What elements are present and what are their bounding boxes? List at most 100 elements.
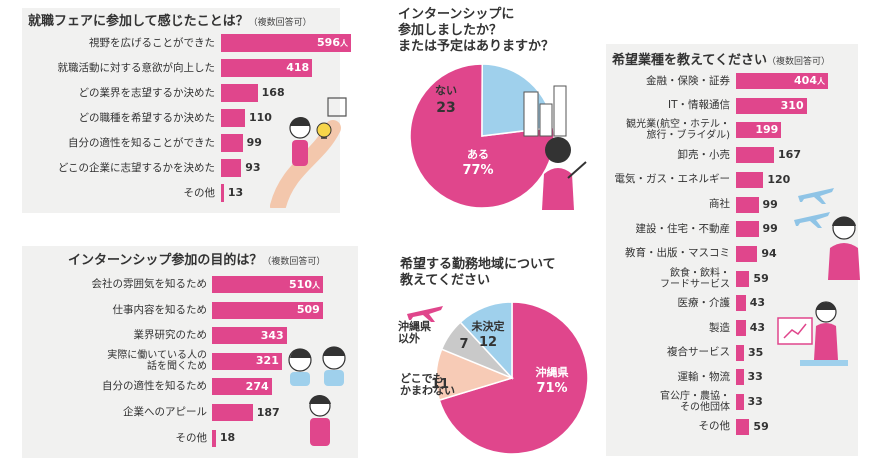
industry-category-label-line: 教育・出版・マスコミ (625, 247, 730, 260)
fair-value-label: 93 (245, 161, 260, 174)
purpose-value-number: 274 (245, 379, 269, 393)
industry-category-label: 運輸・物流 (678, 371, 731, 383)
industry-category-label-line: 卸売・小売 (677, 148, 731, 161)
fair-category-label-line: どこの企業に志望するかを決めた (57, 161, 215, 174)
participation-title-line: インターンシップに (398, 7, 515, 22)
industry-bar (736, 418, 750, 435)
region-slice-label: 未決定 (471, 319, 505, 333)
industry-value-number: 59 (753, 419, 769, 433)
region-title-line: 希望する勤務地域について (400, 257, 556, 272)
industry-value-number: 33 (747, 395, 763, 409)
fair-value-number: 596 (317, 36, 340, 49)
fair-category-label: どの職種を希望するか決めた (78, 111, 216, 124)
fair-value-label: 596人 (317, 36, 348, 49)
industry-bar (736, 320, 746, 336)
fair-category-label-line: 就職活動に対する意欲が向上した (57, 61, 216, 74)
participation-slice-label: ある (467, 148, 489, 161)
industry-category-label-line: 商社 (709, 198, 730, 210)
industry-category-label: 教育・出版・マスコミ (625, 248, 730, 259)
industry-bar (736, 97, 807, 114)
participation-title-line: 参加しましたか？ (398, 23, 503, 38)
fair-category-label: 視野を広げることができた (89, 37, 215, 49)
purpose-category-label-line: 業界研究のため (133, 329, 208, 342)
fair-value-number: 168 (261, 86, 285, 99)
industry-bar (736, 344, 744, 361)
industry-category-label: 卸売・小売 (677, 148, 731, 161)
fair-value-number: 418 (286, 61, 310, 74)
industry-category-label-line: 観光業(航空・ホテル・ (626, 119, 730, 131)
purpose-category-label-line: 自分の適性を知るため (102, 380, 207, 393)
region-slice-label: 以外 (398, 331, 420, 345)
fair-category-label: どの業界を志望するか決めた (79, 87, 216, 99)
industry-category-label-line: その他団体 (680, 402, 730, 414)
industry-value-number: 167 (778, 148, 801, 162)
purpose-bar (212, 378, 272, 396)
fair-category-label-line: どの職種を希望するか決めた (78, 111, 216, 124)
industry-value-number: 59 (753, 271, 769, 285)
student-lightbulb-illustration (270, 97, 347, 208)
industry-category-label-line: 電気・ガス・エネルギー (614, 173, 731, 186)
industry-value-label: 43 (750, 296, 765, 309)
industry-value-label: 404人 (794, 74, 825, 87)
purpose-category-label: 会社の雰囲気を知るため (92, 279, 208, 290)
industry-category-label: 電気・ガス・エネルギー (615, 174, 731, 185)
industry-bar (736, 196, 759, 213)
industry-value-number: 99 (762, 222, 778, 236)
fair-value-label: 418 (286, 61, 309, 74)
industry-category-label: その他 (699, 421, 731, 432)
participation-slice-value: 23 (436, 100, 455, 116)
region-slice-value: 7 (459, 337, 468, 352)
industry-category-label-line: 建設・住宅・不動産 (635, 222, 731, 235)
unit-label: 人 (817, 77, 825, 86)
purpose-title: インターンシップ参加の目的は？（複数回答可） (68, 253, 326, 268)
region-slice-label: どこでも (400, 372, 444, 385)
industry-value-number: 33 (747, 370, 763, 384)
industry-value-label: 35 (748, 346, 763, 359)
purpose-category-label: 自分の適性を知るため (102, 381, 207, 392)
industry-bar (736, 245, 758, 262)
industry-value-label: 33 (748, 395, 763, 408)
purpose-bar (212, 404, 253, 421)
purpose-value-label: 321 (256, 354, 279, 367)
participation-slice-label: ない (435, 84, 457, 97)
fair-bar (221, 159, 242, 177)
industry-value-label: 120 (767, 173, 790, 186)
fair-bar (221, 34, 351, 52)
participation-title: インターンシップに 参加しましたか？ または予定はありますか？ (398, 7, 554, 55)
industry-value-number: 43 (749, 296, 766, 310)
fair-bar (221, 84, 258, 102)
purpose-value-label: 510人 (289, 278, 320, 291)
region-slice-label: かまわない (400, 384, 455, 397)
industry-bar (736, 369, 744, 386)
industry-bar (736, 394, 744, 411)
industry-bar (736, 147, 775, 164)
industry-value-label: 33 (748, 370, 763, 383)
purpose-value-number: 509 (296, 303, 320, 317)
industry-value-number: 43 (749, 321, 766, 334)
purpose-value-number: 321 (255, 354, 279, 368)
industry-category-label: 金融・保険・証券 (646, 75, 730, 87)
fair-value-label: 13 (228, 186, 243, 199)
purpose-category-label: その他 (175, 431, 208, 444)
purpose-value-label: 18 (220, 431, 235, 444)
industry-value-label: 59 (753, 272, 768, 285)
industry-value-label: 94 (761, 247, 776, 260)
fair-value-label: 99 (247, 136, 262, 149)
fair-bar (221, 184, 224, 202)
region-title-line: 教えてください (400, 273, 490, 288)
purpose-category-label-line: 企業へのアピール (123, 406, 207, 418)
industry-category-label: 製造 (709, 322, 730, 334)
unit-label: 人 (340, 39, 348, 48)
purpose-category-label-line: 仕事内容を知るため (112, 303, 208, 316)
purpose-category-label-line: その他 (175, 431, 208, 444)
city-illustration (523, 85, 567, 137)
fair-value-number: 99 (246, 136, 262, 149)
industry-value-number: 94 (761, 246, 777, 260)
industry-category-label-line: その他 (698, 420, 731, 433)
participation-slice-value: 77% (462, 163, 493, 178)
region-slice-label: 沖縄県 (398, 319, 431, 333)
plane-icon (407, 306, 443, 322)
fair-bar (221, 134, 243, 152)
region-title: 希望する勤務地域について 教えてください (400, 257, 556, 289)
